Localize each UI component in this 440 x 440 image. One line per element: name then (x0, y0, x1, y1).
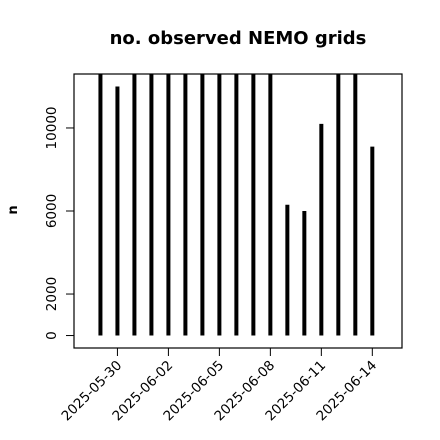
bars-group (98, 74, 375, 336)
y-tick-label: 6000 (44, 194, 60, 228)
y-tick-label: 10000 (44, 106, 60, 149)
y-axis: 0 2000 6000 10000 (44, 106, 75, 340)
y-axis-label: n (6, 205, 21, 214)
y-tick-label: 2000 (44, 277, 60, 311)
chart-title: no. observed NEMO grids (110, 28, 367, 49)
x-axis: 2025-05-302025-06-022025-06-052025-06-08… (58, 347, 380, 424)
y-tick-label: 0 (44, 331, 60, 340)
